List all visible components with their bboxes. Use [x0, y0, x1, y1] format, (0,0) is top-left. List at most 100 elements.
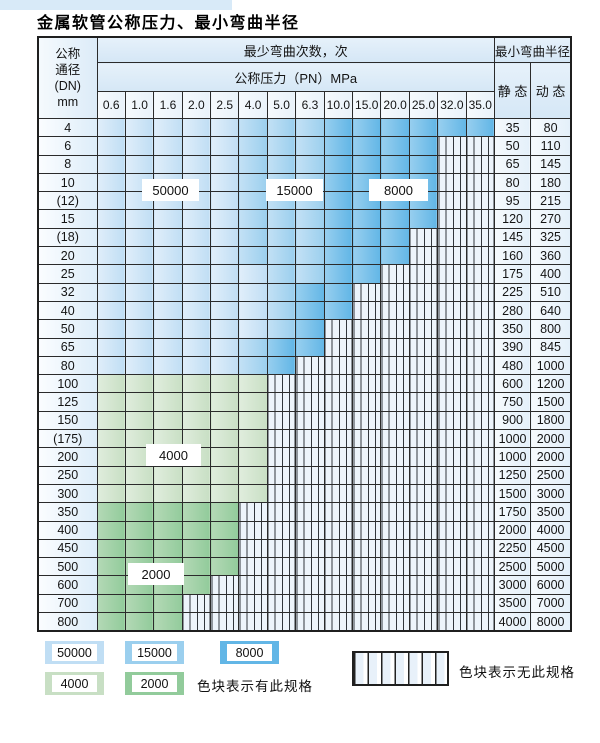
no-spec-cell [465, 246, 495, 266]
static-radius-cell: 1000 [493, 429, 532, 449]
dn-cell: 500 [37, 557, 98, 577]
no-spec-cell [323, 538, 354, 559]
spec-cell [352, 154, 382, 174]
static-radius-cell: 1500 [493, 483, 532, 504]
no-spec-cell [266, 429, 297, 449]
pressure-value: 2.5 [210, 91, 240, 119]
spec-cell [96, 209, 126, 229]
dn-cell: 40 [37, 300, 98, 321]
no-spec-cell [352, 447, 382, 467]
spec-cell [181, 136, 212, 156]
spec-cell [153, 392, 183, 412]
spec-cell [181, 117, 212, 138]
no-spec-cell [465, 429, 495, 449]
no-spec-cell [352, 410, 382, 431]
spec-cell [380, 117, 410, 138]
no-spec-cell [323, 410, 354, 431]
spec-cell [181, 392, 212, 412]
no-spec-cell [408, 593, 439, 614]
table-row: 150 900 1800 [37, 410, 572, 431]
spec-cell [153, 117, 183, 138]
dynamic-radius-cell: 270 [530, 209, 572, 229]
no-spec-cell [437, 355, 467, 376]
dn-cell: 450 [37, 538, 98, 559]
spec-cell [124, 300, 155, 321]
dynamic-radius-cell: 180 [530, 172, 572, 193]
dynamic-radius-cell: 215 [530, 191, 572, 211]
no-spec-cell [266, 410, 297, 431]
no-spec-cell [380, 557, 410, 577]
dn-cell: 80 [37, 355, 98, 376]
no-spec-cell [380, 593, 410, 614]
dn-cell: 800 [37, 612, 98, 632]
no-spec-cell [238, 557, 268, 577]
spec-cell [181, 374, 212, 394]
no-spec-cell [352, 319, 382, 339]
header-row-2: 公称压力（PN）MPa 静 态动 态 [38, 62, 572, 119]
dynamic-radius-cell: 640 [530, 300, 572, 321]
dn-cell: (18) [37, 227, 98, 248]
spec-cell [153, 209, 183, 229]
dynamic-radius-cell: 145 [530, 154, 572, 174]
spec-cell [96, 172, 126, 193]
spec-cell [96, 483, 126, 504]
spec-cell [96, 557, 126, 577]
spec-cell [96, 447, 126, 467]
spec-cell [181, 483, 212, 504]
spec-cell [238, 410, 268, 431]
static-radius-cell: 4000 [493, 612, 532, 632]
spec-cell [210, 264, 240, 284]
dynamic-radius-cell: 80 [530, 117, 572, 138]
no-spec-cell [295, 593, 325, 614]
no-spec-cell [465, 319, 495, 339]
cycles-header: 最少弯曲次数，次 [96, 36, 495, 63]
spec-cell [266, 355, 297, 376]
pressure-value: 1.6 [153, 91, 183, 119]
no-spec-cell [380, 483, 410, 504]
no-spec-cell [266, 392, 297, 412]
spec-cell [124, 154, 155, 174]
no-spec-cell [465, 337, 495, 357]
no-spec-cell [295, 447, 325, 467]
spec-cell [96, 282, 126, 302]
legend-swatch-label: 15000 [132, 644, 177, 661]
dynamic-radius-cell: 360 [530, 246, 572, 266]
page-title: 金属软管公称压力、最小弯曲半径 [37, 15, 300, 32]
no-spec-cell [380, 612, 410, 632]
table-row: 65 390 845 [37, 337, 572, 357]
no-spec-cell [437, 264, 467, 284]
spec-cell [153, 429, 183, 449]
no-spec-cell [408, 264, 439, 284]
no-spec-cell [266, 502, 297, 522]
spec-cell [323, 246, 354, 266]
table-row: 80 480 1000 [37, 355, 572, 376]
no-spec-cell [266, 593, 297, 614]
no-spec-cell [437, 319, 467, 339]
spec-cell [181, 429, 212, 449]
spec-cell [124, 392, 155, 412]
dn-cell: 350 [37, 502, 98, 522]
region-label: 8000 [369, 179, 428, 201]
no-spec-cell [465, 465, 495, 485]
static-radius-cell: 65 [493, 154, 532, 174]
spec-cell [124, 612, 155, 632]
no-spec-cell [408, 575, 439, 595]
no-spec-cell [352, 300, 382, 321]
no-spec-cell [380, 264, 410, 284]
spec-cell [238, 227, 268, 248]
legend-no-spec-text: 色块表示无此规格 [459, 665, 575, 680]
spec-cell [124, 520, 155, 540]
spec-cell [295, 136, 325, 156]
spec-cell [153, 410, 183, 431]
spec-cell [181, 227, 212, 248]
no-spec-cell [380, 282, 410, 302]
pressure-value: 35.0 [465, 91, 495, 119]
spec-cell [124, 319, 155, 339]
table-row: (18) 145 325 [37, 227, 572, 248]
no-spec-cell [352, 557, 382, 577]
no-spec-cell [295, 538, 325, 559]
spec-cell [210, 337, 240, 357]
dn-cell: 20 [37, 246, 98, 266]
spec-cell [380, 246, 410, 266]
spec-cell [181, 337, 212, 357]
